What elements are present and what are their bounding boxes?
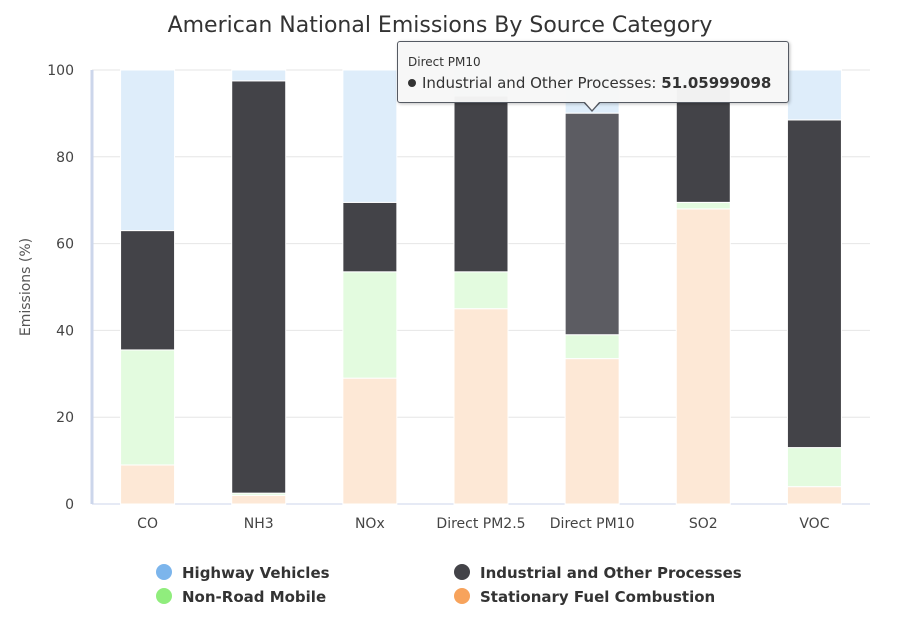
y-tick-label: 80 — [56, 150, 74, 166]
x-tick-label: VOC — [799, 516, 829, 532]
legend-marker-icon — [454, 564, 470, 580]
tooltip-line: Industrial and Other Processes: 51.05999… — [408, 74, 778, 92]
y-tick-label: 60 — [56, 237, 74, 253]
bar-segment[interactable] — [120, 69, 176, 232]
legend-marker-icon — [156, 564, 172, 580]
bar-segments — [120, 69, 842, 505]
bar-segment[interactable] — [342, 69, 398, 203]
legend-marker-icon — [454, 588, 470, 604]
x-tick-label: Direct PM2.5 — [436, 516, 525, 532]
tooltip-header: Direct PM10 — [408, 55, 481, 69]
y-tick-label: 100 — [47, 63, 74, 79]
chart-title: American National Emissions By Source Ca… — [168, 13, 713, 38]
tooltip-series-name: Industrial and Other Processes: — [422, 74, 657, 92]
x-tick-label: NOx — [355, 516, 385, 532]
bar-segment[interactable] — [564, 112, 620, 336]
bar-segment[interactable] — [675, 208, 731, 505]
bar-segment[interactable] — [231, 494, 287, 505]
bar-segment[interactable] — [675, 201, 731, 210]
legend: Highway Vehicles Industrial and Other Pro… — [156, 564, 742, 606]
legend-item-label[interactable]: Industrial and Other Processes — [480, 564, 742, 582]
y-tick-label: 20 — [56, 410, 74, 426]
bar-segment[interactable] — [786, 119, 842, 449]
bar-segment[interactable] — [786, 69, 842, 121]
x-axis-ticks: CO NH3 NOx Direct PM2.5 Direct PM10 SO2 VOC — [137, 516, 830, 532]
legend-item-label[interactable]: Highway Vehicles — [182, 564, 330, 582]
x-tick-label: CO — [137, 516, 158, 532]
bar-segment[interactable] — [231, 80, 287, 494]
tooltip-value: 51.05999098 — [661, 74, 772, 92]
tooltip-dot-icon — [408, 79, 416, 87]
bar-segment[interactable] — [564, 358, 620, 505]
bar-segment[interactable] — [120, 349, 176, 466]
legend-item-label[interactable]: Non-Road Mobile — [182, 588, 326, 606]
x-tick-label: NH3 — [244, 516, 274, 532]
bar-segment[interactable] — [342, 271, 398, 379]
x-tick-label: SO2 — [689, 516, 718, 532]
bar-segment[interactable] — [453, 95, 509, 273]
bar-segment[interactable] — [120, 464, 176, 505]
y-axis-label: Emissions (%) — [18, 238, 34, 336]
bar-segment[interactable] — [342, 377, 398, 505]
y-tick-label: 0 — [65, 497, 74, 513]
y-axis-ticks: 0 20 40 60 80 100 — [47, 63, 74, 513]
bar-segment[interactable] — [120, 230, 176, 351]
bar-segment[interactable] — [453, 271, 509, 310]
bar-segment[interactable] — [786, 447, 842, 488]
bar-segment[interactable] — [231, 69, 287, 82]
bar-segment[interactable] — [342, 201, 398, 273]
legend-item-label[interactable]: Stationary Fuel Combustion — [480, 588, 715, 606]
y-tick-label: 40 — [56, 323, 74, 339]
bar-segment[interactable] — [786, 486, 842, 505]
tooltip: Direct PM10 Industrial and Other Process… — [397, 41, 789, 103]
x-tick-label: Direct PM10 — [550, 516, 635, 532]
bar-segment[interactable] — [453, 308, 509, 505]
bar-segment[interactable] — [675, 84, 731, 203]
bar-segment[interactable] — [564, 334, 620, 360]
legend-marker-icon — [156, 588, 172, 604]
tooltip-arrow-fill — [584, 101, 600, 110]
